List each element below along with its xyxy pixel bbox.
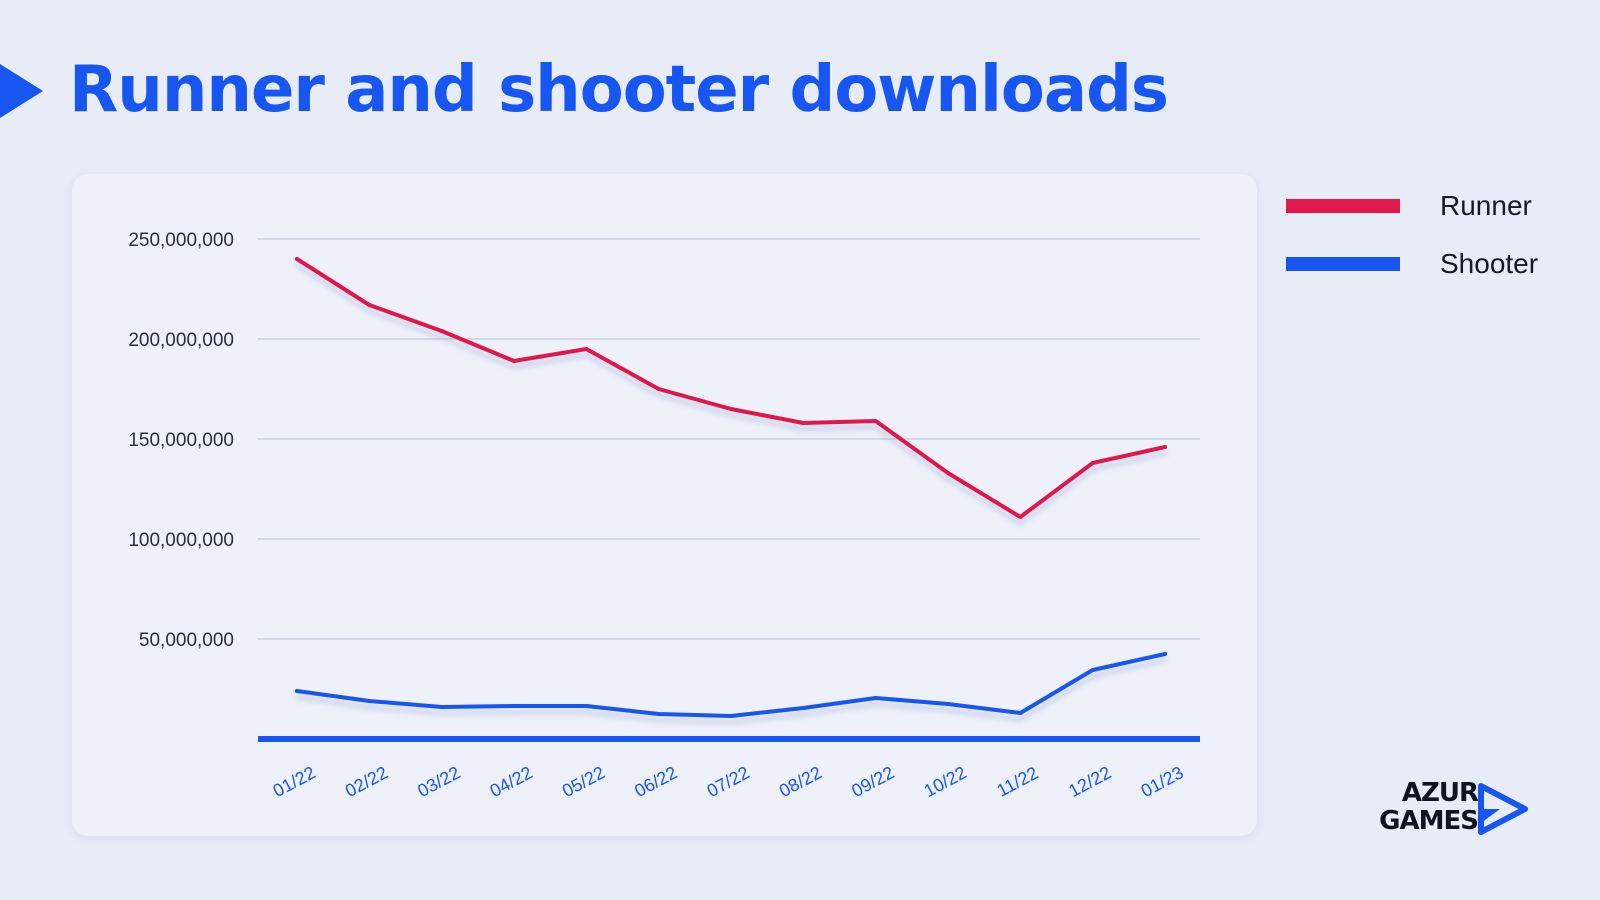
legend-item-runner: Runner bbox=[1286, 184, 1566, 242]
data-point-shooter bbox=[729, 714, 733, 718]
data-point-runner bbox=[584, 347, 589, 351]
data-point-shooter bbox=[873, 696, 878, 700]
data-point-runner bbox=[873, 419, 878, 423]
data-point-runner bbox=[801, 421, 806, 425]
legend-swatch-shooter bbox=[1286, 257, 1400, 271]
data-point-shooter bbox=[367, 699, 372, 703]
y-tick-label: 100,000,000 bbox=[128, 530, 234, 551]
x-tick-label: 11/22 bbox=[994, 763, 1042, 801]
data-point-runner bbox=[439, 329, 444, 333]
y-tick-label: 200,000,000 bbox=[128, 330, 234, 351]
x-tick-label: 02/22 bbox=[342, 762, 391, 801]
data-point-shooter bbox=[512, 704, 516, 708]
data-point-runner bbox=[946, 471, 950, 475]
x-tick-label: 06/22 bbox=[631, 762, 680, 801]
brand-line-2: GAMES bbox=[1379, 806, 1479, 836]
data-point-runner bbox=[512, 359, 516, 363]
brand-line-1: AZUR bbox=[1401, 778, 1479, 808]
x-tick-label: 12/22 bbox=[1065, 762, 1114, 801]
data-point-shooter bbox=[1163, 652, 1167, 656]
title-arrow-icon bbox=[0, 64, 43, 118]
data-point-runner bbox=[1018, 515, 1023, 519]
data-point-runner bbox=[729, 407, 733, 411]
line-chart: 50,000,000 100,000,000 150,000,000 200,000,… bbox=[128, 230, 1200, 801]
chart-card: 50,000,000 100,000,000 150,000,000 200,000,… bbox=[72, 174, 1257, 836]
x-tick-label: 03/22 bbox=[414, 762, 463, 801]
x-tick-label: 08/22 bbox=[776, 762, 825, 801]
play-arrow-logo-icon bbox=[1478, 783, 1528, 835]
page-title: Runner and shooter downloads bbox=[69, 53, 1169, 127]
data-point-shooter bbox=[295, 689, 299, 693]
legend-label-shooter: Shooter bbox=[1440, 248, 1539, 279]
y-tick-label: 150,000,000 bbox=[128, 430, 234, 451]
x-tick-label: 04/22 bbox=[487, 762, 536, 801]
data-point-shooter bbox=[656, 712, 661, 716]
data-point-runner bbox=[295, 257, 299, 261]
data-point-shooter bbox=[1018, 711, 1023, 715]
data-point-shooter bbox=[1090, 668, 1095, 672]
x-tick-label: 09/22 bbox=[848, 762, 897, 801]
legend-swatch-runner bbox=[1286, 199, 1400, 213]
x-tick-label: 01/22 bbox=[270, 762, 319, 801]
x-tick-label: 05/22 bbox=[559, 762, 608, 801]
series-line-shooter bbox=[295, 652, 1167, 718]
x-tick-label: 07/22 bbox=[704, 762, 753, 801]
legend-item-shooter: Shooter bbox=[1286, 242, 1566, 300]
chart-legend: Runner Shooter bbox=[1286, 184, 1566, 300]
data-point-shooter bbox=[584, 704, 589, 708]
brand-logo: AZUR GAMES bbox=[1366, 779, 1541, 839]
y-tick-label: 50,000,000 bbox=[139, 630, 234, 651]
data-point-shooter bbox=[801, 706, 806, 710]
brand-wordmark: AZUR GAMES bbox=[1366, 778, 1479, 836]
legend-label-runner: Runner bbox=[1440, 190, 1532, 221]
data-point-runner bbox=[367, 303, 372, 307]
data-point-shooter bbox=[439, 705, 444, 709]
data-point-runner bbox=[1163, 445, 1167, 449]
data-point-shooter bbox=[946, 702, 950, 706]
data-point-runner bbox=[656, 387, 661, 391]
series-line-runner bbox=[295, 257, 1167, 519]
x-tick-label: 10/22 bbox=[921, 762, 970, 801]
y-tick-label: 250,000,000 bbox=[128, 230, 234, 251]
data-point-runner bbox=[1090, 461, 1095, 465]
x-tick-label: 01/23 bbox=[1138, 762, 1187, 801]
